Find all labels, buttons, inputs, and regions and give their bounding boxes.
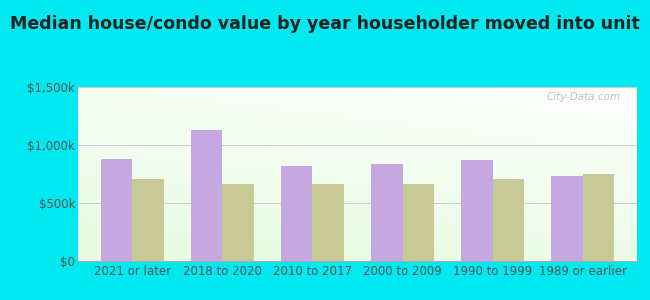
Text: City-Data.com: City-Data.com — [546, 92, 620, 102]
Bar — [132, 178, 164, 261]
Bar — [281, 166, 313, 261]
Bar — [402, 184, 434, 261]
Bar — [583, 174, 614, 261]
Bar — [371, 164, 402, 261]
Bar — [551, 176, 583, 261]
Bar — [190, 130, 222, 261]
Bar — [462, 160, 493, 261]
Bar — [493, 178, 525, 261]
Text: Median house/condo value by year householder moved into unit: Median house/condo value by year househo… — [10, 15, 640, 33]
Bar — [101, 159, 132, 261]
Bar — [222, 184, 254, 261]
Bar — [313, 184, 344, 261]
